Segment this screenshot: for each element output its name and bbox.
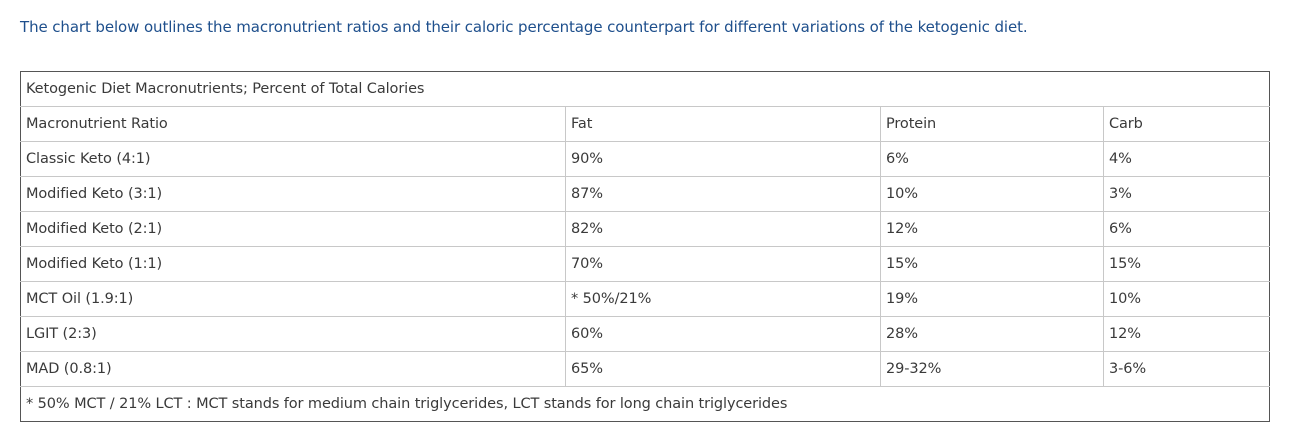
table-row: Modified Keto (2:1) 82% 12% 6%: [20, 211, 1271, 247]
protein-cell: 10%: [880, 176, 1104, 212]
protein-cell: 15%: [880, 246, 1104, 282]
table-header-row: Macronutrient Ratio Fat Protein Carb: [20, 106, 1271, 142]
carb-cell: 12%: [1102, 316, 1271, 352]
header-carb: Carb: [1102, 106, 1271, 142]
table-row: Modified Keto (3:1) 87% 10% 3%: [20, 176, 1271, 212]
carb-cell: 3%: [1102, 176, 1271, 212]
table-caption-row: Ketogenic Diet Macronutrients; Percent o…: [19, 71, 1271, 107]
protein-cell: 12%: [880, 211, 1104, 247]
header-fat: Fat: [565, 106, 881, 142]
protein-cell: 19%: [880, 281, 1104, 317]
protein-cell: 28%: [880, 316, 1104, 352]
ratio-cell: Modified Keto (1:1): [20, 246, 566, 282]
ratio-cell: Modified Keto (2:1): [20, 211, 566, 247]
fat-cell: 65%: [565, 351, 881, 387]
fat-cell: * 50%/21%: [565, 281, 881, 317]
protein-cell: 6%: [880, 141, 1104, 177]
ratio-cell: MCT Oil (1.9:1): [20, 281, 566, 317]
carb-cell: 6%: [1102, 211, 1271, 247]
ratio-cell: Classic Keto (4:1): [20, 141, 566, 177]
table-row: Modified Keto (1:1) 70% 15% 15%: [20, 246, 1271, 282]
table-row: Classic Keto (4:1) 90% 6% 4%: [20, 141, 1271, 177]
intro-text: The chart below outlines the macronutrie…: [20, 18, 1028, 36]
fat-cell: 82%: [565, 211, 881, 247]
table-row: MAD (0.8:1) 65% 29-32% 3-6%: [20, 351, 1271, 387]
table-caption: Ketogenic Diet Macronutrients; Percent o…: [19, 71, 1271, 107]
table-footnote: * 50% MCT / 21% LCT : MCT stands for med…: [19, 386, 1271, 422]
carb-cell: 4%: [1102, 141, 1271, 177]
keto-macronutrient-table: Ketogenic Diet Macronutrients; Percent o…: [19, 71, 1271, 422]
table-row: MCT Oil (1.9:1) * 50%/21% 19% 10%: [20, 281, 1271, 317]
table-row: LGIT (2:3) 60% 28% 12%: [20, 316, 1271, 352]
ratio-cell: MAD (0.8:1): [20, 351, 566, 387]
fat-cell: 60%: [565, 316, 881, 352]
fat-cell: 90%: [565, 141, 881, 177]
carb-cell: 10%: [1102, 281, 1271, 317]
header-protein: Protein: [880, 106, 1104, 142]
carb-cell: 3-6%: [1102, 351, 1271, 387]
fat-cell: 70%: [565, 246, 881, 282]
ratio-cell: LGIT (2:3): [20, 316, 566, 352]
header-ratio: Macronutrient Ratio: [20, 106, 566, 142]
carb-cell: 15%: [1102, 246, 1271, 282]
ratio-cell: Modified Keto (3:1): [20, 176, 566, 212]
protein-cell: 29-32%: [880, 351, 1104, 387]
table-footnote-row: * 50% MCT / 21% LCT : MCT stands for med…: [19, 386, 1271, 422]
fat-cell: 87%: [565, 176, 881, 212]
